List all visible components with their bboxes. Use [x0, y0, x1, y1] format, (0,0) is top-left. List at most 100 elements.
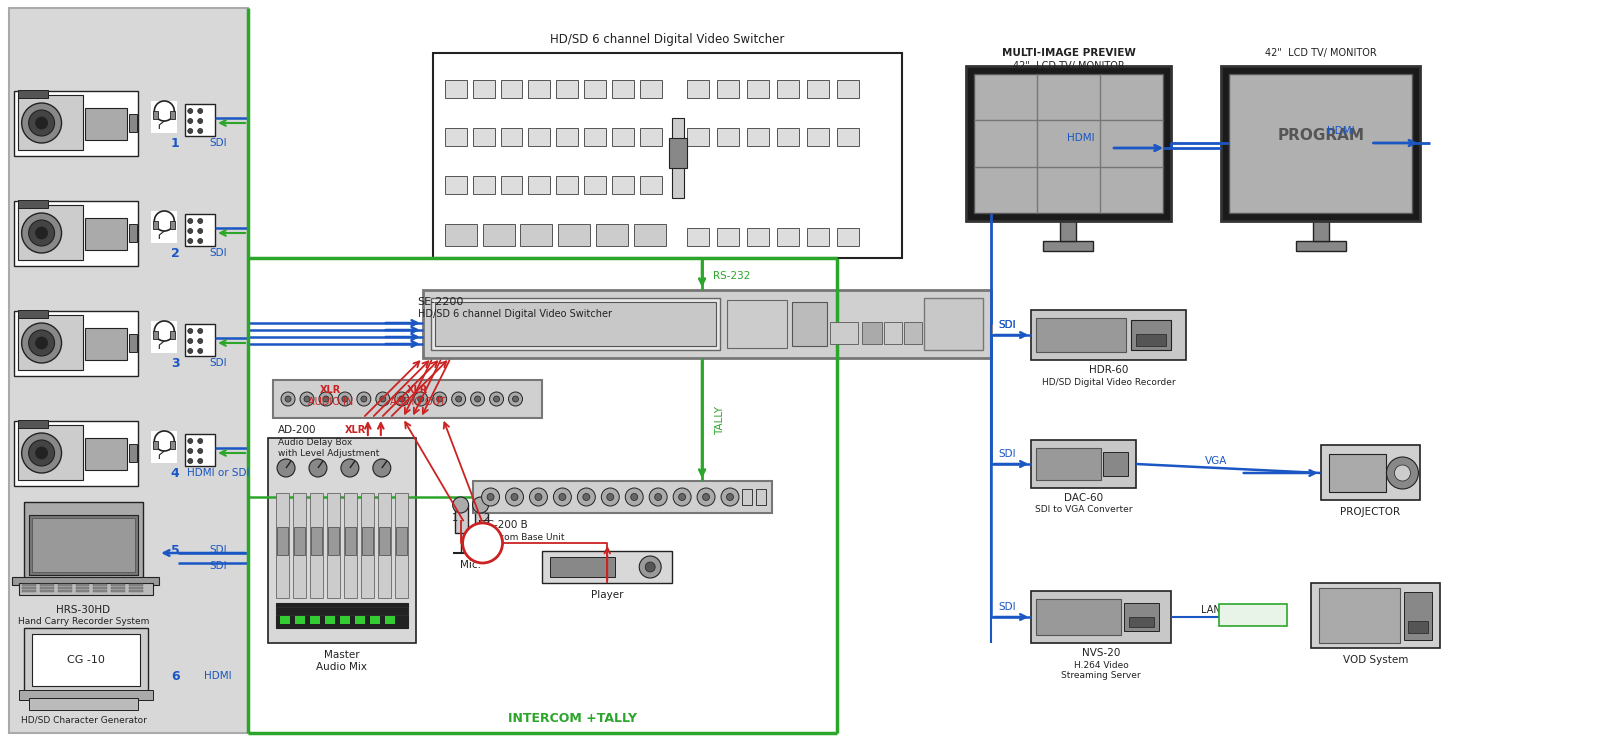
FancyBboxPatch shape — [472, 176, 494, 194]
FancyBboxPatch shape — [445, 80, 467, 98]
Text: 3: 3 — [171, 356, 179, 370]
Circle shape — [606, 494, 614, 500]
FancyBboxPatch shape — [1037, 448, 1101, 480]
Circle shape — [29, 110, 54, 136]
FancyBboxPatch shape — [344, 493, 357, 598]
FancyBboxPatch shape — [152, 431, 178, 463]
FancyBboxPatch shape — [584, 176, 606, 194]
Text: SE-2200: SE-2200 — [418, 297, 464, 307]
FancyBboxPatch shape — [742, 489, 752, 505]
FancyBboxPatch shape — [669, 138, 686, 168]
Text: Master: Master — [325, 650, 360, 660]
FancyBboxPatch shape — [186, 214, 214, 246]
FancyBboxPatch shape — [294, 527, 306, 555]
FancyBboxPatch shape — [170, 331, 176, 339]
FancyBboxPatch shape — [379, 527, 390, 555]
FancyBboxPatch shape — [170, 441, 176, 449]
Circle shape — [726, 494, 733, 500]
Circle shape — [462, 523, 502, 563]
FancyBboxPatch shape — [154, 111, 158, 119]
FancyBboxPatch shape — [483, 224, 515, 246]
FancyBboxPatch shape — [339, 616, 350, 624]
FancyBboxPatch shape — [294, 616, 306, 624]
FancyBboxPatch shape — [22, 587, 35, 589]
FancyBboxPatch shape — [501, 80, 523, 98]
FancyBboxPatch shape — [346, 527, 355, 555]
FancyBboxPatch shape — [93, 584, 107, 586]
FancyBboxPatch shape — [445, 128, 467, 146]
FancyBboxPatch shape — [18, 200, 48, 208]
FancyBboxPatch shape — [1408, 621, 1429, 633]
Circle shape — [198, 328, 203, 334]
FancyBboxPatch shape — [18, 315, 83, 370]
Text: Streaming Server: Streaming Server — [1061, 672, 1141, 680]
Text: HDR-60: HDR-60 — [1090, 365, 1128, 375]
FancyBboxPatch shape — [293, 493, 306, 598]
FancyBboxPatch shape — [112, 590, 125, 592]
FancyBboxPatch shape — [686, 228, 709, 246]
FancyBboxPatch shape — [370, 616, 379, 624]
Circle shape — [414, 392, 427, 406]
Circle shape — [301, 392, 314, 406]
FancyBboxPatch shape — [613, 80, 634, 98]
Circle shape — [198, 128, 203, 134]
FancyBboxPatch shape — [778, 228, 798, 246]
FancyBboxPatch shape — [923, 298, 984, 350]
FancyBboxPatch shape — [24, 502, 144, 580]
Circle shape — [323, 396, 330, 402]
Text: MULTI-IMAGE PREVIEW: MULTI-IMAGE PREVIEW — [1002, 48, 1136, 58]
Text: SDI: SDI — [998, 320, 1016, 330]
Text: 1: 1 — [451, 513, 458, 523]
Text: 42"  LCD TV/ MONITOR: 42" LCD TV/ MONITOR — [1264, 48, 1376, 58]
FancyBboxPatch shape — [597, 224, 629, 246]
FancyBboxPatch shape — [1310, 583, 1440, 648]
Text: Hand Carry Recorder System: Hand Carry Recorder System — [18, 616, 149, 626]
FancyBboxPatch shape — [75, 584, 90, 586]
FancyBboxPatch shape — [19, 583, 154, 595]
FancyBboxPatch shape — [1221, 66, 1421, 221]
FancyBboxPatch shape — [29, 698, 138, 710]
FancyBboxPatch shape — [310, 616, 320, 624]
Text: XLR: XLR — [406, 385, 429, 395]
FancyBboxPatch shape — [14, 91, 138, 156]
Text: Audio Delay Box: Audio Delay Box — [278, 438, 352, 446]
FancyBboxPatch shape — [717, 228, 739, 246]
Circle shape — [35, 227, 48, 239]
Circle shape — [187, 348, 192, 354]
FancyBboxPatch shape — [430, 298, 720, 350]
FancyBboxPatch shape — [277, 493, 290, 598]
Circle shape — [482, 488, 499, 506]
Circle shape — [432, 392, 446, 406]
FancyBboxPatch shape — [557, 128, 578, 146]
Circle shape — [187, 218, 192, 224]
FancyBboxPatch shape — [528, 176, 550, 194]
Circle shape — [198, 449, 203, 453]
FancyBboxPatch shape — [395, 493, 408, 598]
FancyBboxPatch shape — [130, 224, 138, 242]
Text: CG -10: CG -10 — [67, 655, 104, 665]
Text: 4: 4 — [171, 466, 179, 480]
Circle shape — [29, 440, 54, 466]
FancyBboxPatch shape — [557, 176, 578, 194]
Circle shape — [187, 438, 192, 444]
Circle shape — [475, 396, 480, 402]
FancyBboxPatch shape — [966, 66, 1171, 221]
FancyBboxPatch shape — [326, 493, 339, 598]
Circle shape — [342, 396, 347, 402]
Circle shape — [578, 488, 595, 506]
Circle shape — [1387, 457, 1419, 489]
Circle shape — [22, 323, 61, 363]
Text: AUDIO IN: AUDIO IN — [309, 397, 354, 407]
Text: HDMI: HDMI — [205, 671, 232, 681]
Circle shape — [187, 458, 192, 463]
Circle shape — [35, 447, 48, 459]
FancyBboxPatch shape — [362, 493, 374, 598]
Text: HDMI: HDMI — [1326, 126, 1355, 136]
Circle shape — [395, 392, 408, 406]
Text: SDI: SDI — [210, 545, 227, 555]
Circle shape — [198, 119, 203, 123]
Circle shape — [472, 497, 488, 513]
Circle shape — [650, 488, 667, 506]
FancyBboxPatch shape — [386, 616, 395, 624]
FancyBboxPatch shape — [550, 557, 616, 577]
